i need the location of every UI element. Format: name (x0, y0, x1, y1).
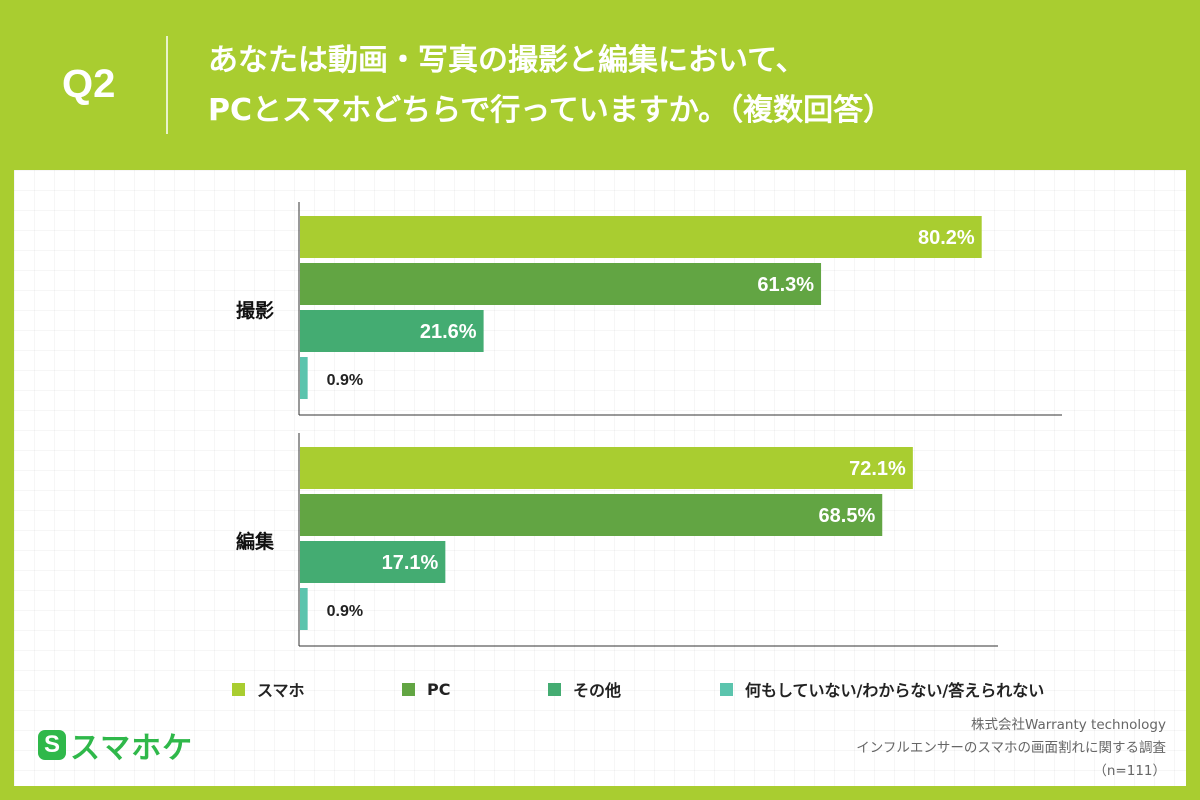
data-label: 0.9% (327, 603, 363, 620)
question-number: Q2 (62, 62, 116, 106)
data-label: 21.6% (420, 321, 477, 343)
data-label: 80.2% (918, 227, 975, 249)
legend-swatch (232, 682, 245, 696)
brand-logo: S スマホケ (38, 725, 194, 766)
chart-legend: スマホ PC その他 何もしていない/わからない/答えられない (14, 674, 1186, 704)
legend-item-other: その他 (548, 674, 621, 704)
source-company: 株式会社Warranty technology (971, 717, 1166, 733)
legend-swatch (720, 682, 733, 696)
logo-text: スマホケ (70, 731, 194, 766)
legend-item-none: 何もしていない/わからない/答えられない (720, 674, 1044, 704)
source-sample-size: （n=111） (1093, 763, 1166, 779)
data-label: 61.3% (757, 274, 814, 296)
legend-item-smartphone: スマホ (232, 674, 305, 704)
bar (300, 494, 883, 536)
source-survey: インフルエンサーのスマホの画面割れに関する調査 (856, 740, 1166, 756)
bar (300, 216, 982, 258)
source-note: 株式会社Warranty technology インフルエンサーのスマホの画面割… (856, 714, 1166, 783)
header-divider (166, 36, 168, 134)
legend-swatch (402, 682, 415, 696)
header: Q2 あなたは動画・写真の撮影と編集において、 PCとスマホどちらで行っています… (0, 0, 1200, 170)
bar (300, 357, 308, 399)
chart-card: 80.2% 61.3% 21.6% 0.9% 72.1% 68.5% 17.1% 0.9% 撮… (14, 170, 1186, 786)
legend-label: 何もしていない/わからない/答えられない (745, 681, 1045, 700)
question-line-2: PCとスマホどちらで行っていますか。（複数回答） (208, 93, 894, 128)
legend-swatch (548, 682, 561, 696)
bar (300, 447, 913, 489)
category-label: 編集 (236, 530, 275, 553)
bar-chart: 80.2% 61.3% 21.6% 0.9% 72.1% 68.5% 17.1% 0.9% (298, 202, 1062, 647)
category-label: 撮影 (236, 299, 275, 322)
legend-label: スマホ (257, 681, 305, 700)
legend-label: PC (427, 679, 451, 699)
data-label: 17.1% (382, 552, 439, 574)
logo-s-icon: S (38, 730, 66, 760)
legend-item-pc: PC (402, 674, 450, 704)
legend-label: その他 (573, 681, 622, 700)
bar (300, 588, 308, 630)
data-label: 68.5% (819, 505, 876, 527)
data-label: 0.9% (327, 372, 363, 389)
bar (300, 310, 484, 352)
data-label: 72.1% (849, 458, 906, 480)
bar (300, 263, 822, 305)
question-line-1: あなたは動画・写真の撮影と編集において、 (208, 43, 806, 78)
question-text: あなたは動画・写真の撮影と編集において、 PCとスマホどちらで行っていますか。（… (208, 36, 1168, 136)
bar (300, 541, 446, 583)
